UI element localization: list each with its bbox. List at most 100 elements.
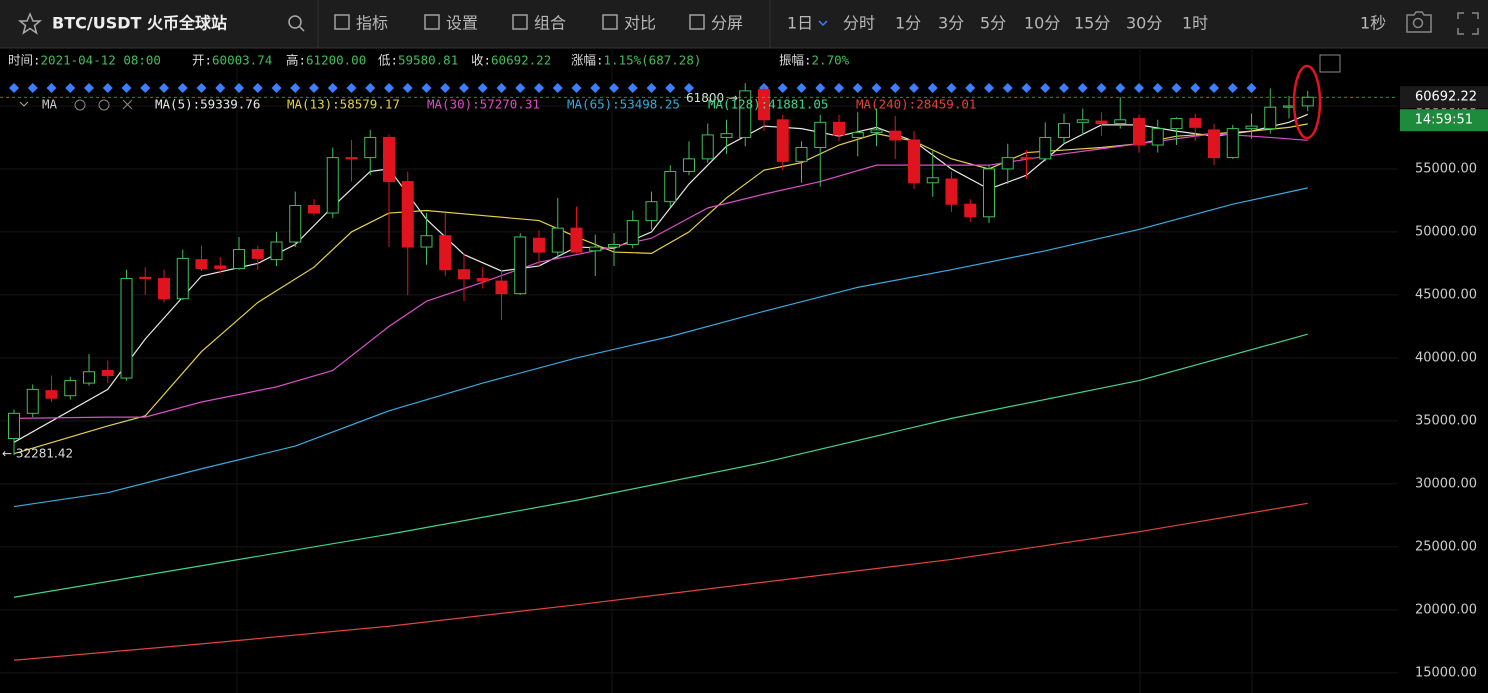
event-marker[interactable] bbox=[1152, 83, 1163, 93]
interval-extra[interactable]: 1秒 bbox=[1360, 14, 1386, 33]
menu-icon[interactable] bbox=[689, 14, 705, 30]
camera-icon[interactable] bbox=[1406, 11, 1432, 33]
event-marker[interactable] bbox=[1209, 83, 1219, 93]
calendar-icon[interactable] bbox=[1319, 54, 1341, 73]
event-marker[interactable] bbox=[384, 83, 394, 93]
event-marker[interactable] bbox=[984, 83, 994, 93]
event-marker[interactable] bbox=[252, 83, 263, 93]
event-marker[interactable] bbox=[1059, 83, 1069, 93]
menu-item[interactable]: 指标 bbox=[356, 14, 388, 33]
event-marker[interactable] bbox=[515, 83, 526, 93]
event-marker[interactable] bbox=[927, 83, 938, 93]
collapse-chevron[interactable] bbox=[19, 101, 29, 107]
camera-icon bbox=[1412, 17, 1424, 29]
interval-tab[interactable]: 1时 bbox=[1182, 14, 1208, 33]
legend-close-icon[interactable] bbox=[122, 99, 133, 110]
candle-body bbox=[101, 370, 114, 377]
event-marker[interactable] bbox=[1077, 83, 1088, 93]
event-marker[interactable] bbox=[1171, 83, 1182, 93]
interval-tab[interactable]: 1日 bbox=[787, 14, 813, 33]
event-marker[interactable] bbox=[9, 83, 19, 93]
ma-line bbox=[13, 333, 1308, 598]
event-marker[interactable] bbox=[346, 83, 357, 93]
event-marker[interactable] bbox=[1134, 83, 1144, 93]
event-marker[interactable] bbox=[365, 83, 376, 93]
candle-body bbox=[64, 380, 77, 397]
menu-icon[interactable] bbox=[424, 14, 440, 30]
event-marker[interactable] bbox=[665, 83, 676, 93]
event-marker[interactable] bbox=[84, 83, 94, 93]
star-icon[interactable] bbox=[17, 12, 43, 35]
event-marker[interactable] bbox=[1115, 83, 1126, 93]
event-marker[interactable] bbox=[684, 83, 694, 93]
interval-tab[interactable]: 1分 bbox=[895, 14, 921, 33]
event-marker[interactable] bbox=[946, 83, 957, 93]
event-marker[interactable] bbox=[140, 83, 151, 93]
interval-tab[interactable]: 15分 bbox=[1074, 14, 1110, 33]
event-marker[interactable] bbox=[215, 83, 226, 93]
event-marker[interactable] bbox=[1021, 83, 1032, 93]
event-marker[interactable] bbox=[571, 83, 582, 93]
event-marker[interactable] bbox=[290, 83, 301, 93]
event-marker[interactable] bbox=[271, 83, 282, 93]
event-marker[interactable] bbox=[590, 83, 601, 93]
legend-tool-icon[interactable] bbox=[98, 99, 110, 111]
candle-body bbox=[176, 257, 189, 300]
event-marker[interactable] bbox=[1227, 83, 1238, 93]
event-marker[interactable] bbox=[234, 83, 244, 93]
menu-item[interactable]: 设置 bbox=[446, 14, 478, 33]
event-marker[interactable] bbox=[627, 83, 638, 93]
event-marker[interactable] bbox=[646, 83, 657, 93]
event-marker[interactable] bbox=[440, 83, 451, 93]
menu-icon[interactable] bbox=[512, 14, 528, 30]
event-marker[interactable] bbox=[609, 83, 619, 93]
event-marker[interactable] bbox=[402, 83, 413, 93]
event-marker[interactable] bbox=[1002, 83, 1013, 93]
event-marker[interactable] bbox=[102, 83, 113, 93]
event-marker[interactable] bbox=[1040, 83, 1051, 93]
event-marker[interactable] bbox=[477, 83, 488, 93]
legend-tool-icon[interactable] bbox=[74, 99, 86, 111]
event-marker[interactable] bbox=[327, 83, 338, 93]
event-marker[interactable] bbox=[159, 83, 169, 93]
dropdown-chevron[interactable] bbox=[818, 20, 828, 27]
candle-body bbox=[795, 147, 808, 162]
event-marker[interactable] bbox=[496, 83, 507, 93]
event-marker[interactable] bbox=[121, 83, 132, 93]
interval-tab[interactable]: 30分 bbox=[1126, 14, 1162, 33]
menu-icon[interactable] bbox=[602, 14, 618, 30]
event-marker[interactable] bbox=[815, 83, 826, 93]
event-marker[interactable] bbox=[46, 83, 57, 93]
event-marker[interactable] bbox=[777, 83, 788, 93]
event-marker[interactable] bbox=[552, 83, 563, 93]
menu-item[interactable]: 对比 bbox=[624, 14, 656, 33]
event-marker[interactable] bbox=[1246, 83, 1257, 93]
event-marker[interactable] bbox=[1190, 83, 1201, 93]
event-marker[interactable] bbox=[534, 83, 544, 93]
event-marker[interactable] bbox=[421, 83, 432, 93]
menu-icon[interactable] bbox=[334, 14, 350, 30]
menu-item[interactable]: 组合 bbox=[534, 14, 566, 33]
menu-item[interactable]: 分屏 bbox=[711, 14, 743, 33]
event-marker[interactable] bbox=[834, 83, 844, 93]
event-marker[interactable] bbox=[909, 83, 919, 93]
interval-tab[interactable]: 3分 bbox=[938, 14, 964, 33]
event-marker[interactable] bbox=[459, 83, 469, 93]
event-marker[interactable] bbox=[65, 83, 76, 93]
event-marker[interactable] bbox=[796, 83, 807, 93]
event-marker[interactable] bbox=[196, 83, 207, 93]
event-marker[interactable] bbox=[871, 83, 882, 93]
event-marker[interactable] bbox=[890, 83, 901, 93]
info-label: 振幅: bbox=[779, 53, 812, 68]
event-marker[interactable] bbox=[27, 83, 38, 93]
event-marker[interactable] bbox=[309, 83, 319, 93]
search-icon[interactable] bbox=[288, 15, 302, 29]
event-marker[interactable] bbox=[1096, 83, 1107, 93]
event-marker[interactable] bbox=[965, 83, 976, 93]
interval-tab[interactable]: 10分 bbox=[1024, 14, 1060, 33]
interval-tab[interactable]: 5分 bbox=[980, 14, 1006, 33]
interval-tab[interactable]: 分时 bbox=[843, 14, 875, 33]
fullscreen-icon[interactable] bbox=[1457, 12, 1479, 35]
event-marker[interactable] bbox=[177, 83, 188, 93]
event-marker[interactable] bbox=[852, 83, 863, 93]
